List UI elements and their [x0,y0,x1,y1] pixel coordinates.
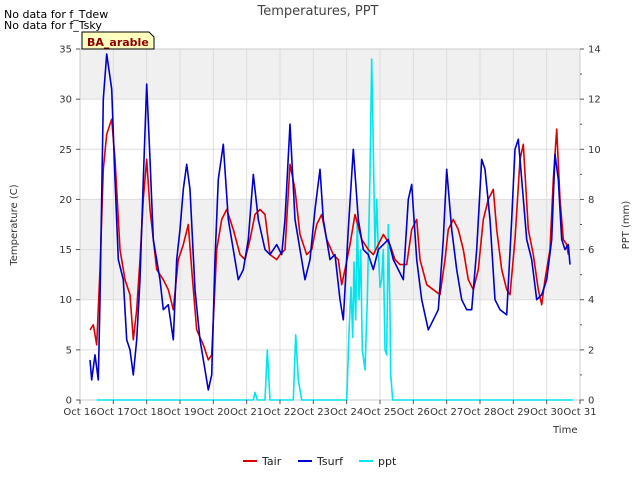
right-tick-label: 12 [588,95,601,106]
left-tick-label: 35 [59,45,72,56]
x-tick-label: Oct 28 [463,407,496,418]
right-axis-ticks: 0 2 4 6 8 10 12 14 [580,45,601,407]
badge-box [81,31,155,50]
background-bands [80,49,580,300]
left-tick-label: 15 [59,245,72,256]
x-tick-label: Oct 22 [263,407,296,418]
left-axis-ticks: 0 5 10 15 20 25 30 35 [59,45,80,407]
legend-label-ppt: ppt [378,455,397,468]
ba-arable-badge: BA_arable [81,31,155,50]
no-data-note-tdew: No data for f_Tdew [4,8,109,21]
series-line-tair [89,118,570,361]
right-tick-label: 6 [588,245,594,256]
right-tick-label: 0 [588,396,594,407]
right-tick-label: 8 [588,195,594,206]
x-tick-label: Oct 20 [197,407,230,418]
left-tick-label: 30 [59,95,72,106]
x-tick-label: Oct 18 [130,407,163,418]
x-tick-label: Oct 26 [397,407,430,418]
right-tick-label: 10 [588,145,601,156]
x-tick-label: Oct 23 [297,407,330,418]
left-tick-label: 10 [59,295,72,306]
legend: Tair Tsurf ppt [243,455,397,468]
x-tick-label: Oct 16 [63,407,96,418]
x-axis-label: Time [552,425,577,436]
x-axis-ticks: Oct 16 Oct 17 Oct 18 Oct 19 Oct 20 Oct 21 Oct … [63,400,597,418]
x-tick-label: Oct 30 [530,407,563,418]
left-axis-label: Temperature (C) [9,184,20,266]
x-tick-label: Oct 27 [430,407,463,418]
x-tick-label: Oct 17 [97,407,130,418]
right-axis-label: PPT (mm) [621,201,632,250]
series-line-ppt [96,58,574,401]
left-tick-label: 20 [59,195,72,206]
x-tick-label: Oct 19 [163,407,196,418]
series-layer [89,53,574,401]
right-tick-label: 14 [588,45,601,56]
left-tick-label: 5 [66,345,72,356]
x-tick-label: Oct 31 [563,407,596,418]
left-tick-label: 0 [66,396,72,407]
band-1 [80,49,580,100]
left-tick-label: 25 [59,145,72,156]
right-tick-label: 2 [588,345,594,356]
legend-label-tsurf: Tsurf [316,455,344,468]
chart-title: Temperatures, PPT [256,4,378,19]
x-tick-label: Oct 29 [497,407,530,418]
badge-label: BA_arable [87,36,149,49]
x-tick-label: Oct 25 [363,407,396,418]
right-tick-label: 4 [588,295,594,306]
no-data-note-tsky: No data for f_Tsky [4,19,102,32]
x-tick-label: Oct 24 [330,407,363,418]
series-line-tsurf [89,53,571,391]
x-tick-label: Oct 21 [230,407,263,418]
legend-label-tair: Tair [261,455,282,468]
